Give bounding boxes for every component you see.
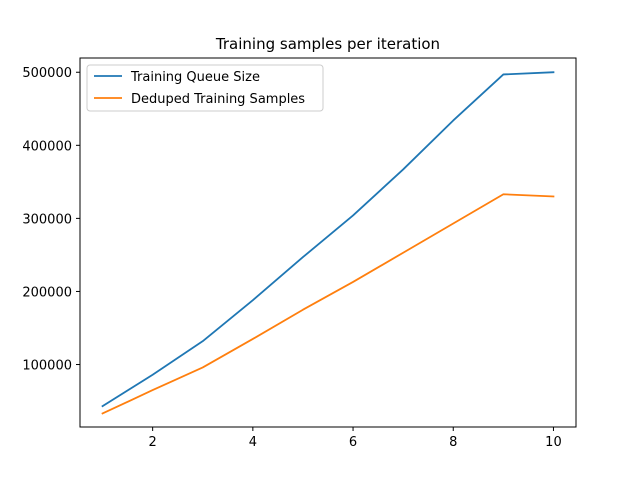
y-tick-label: 200000 xyxy=(22,285,72,300)
series-layer xyxy=(101,71,555,415)
series-line-2 xyxy=(101,193,555,415)
x-tick-label: 4 xyxy=(249,435,257,450)
y-tick-label: 400000 xyxy=(22,139,72,154)
x-tick-label: 8 xyxy=(449,435,457,450)
legend-box xyxy=(86,64,324,112)
legend: Training Queue Size Deduped Training Samp… xyxy=(86,64,324,112)
y-tick-label: 500000 xyxy=(22,66,72,81)
y-tick-label: 100000 xyxy=(22,359,72,374)
chart-title: Training samples per iteration xyxy=(215,35,440,53)
legend-label: Deduped Training Samples xyxy=(131,92,305,107)
x-tick-label: 10 xyxy=(545,435,562,450)
legend-label: Training Queue Size xyxy=(130,70,260,85)
y-axis: 100000 200000 300000 400000 500000 xyxy=(22,66,80,374)
x-axis: 2 4 6 8 10 xyxy=(149,427,562,450)
y-tick-label: 300000 xyxy=(22,212,72,227)
plot-frame xyxy=(79,57,577,428)
series-line-1 xyxy=(101,71,555,408)
x-tick-label: 2 xyxy=(149,435,157,450)
x-tick-label: 6 xyxy=(349,435,357,450)
